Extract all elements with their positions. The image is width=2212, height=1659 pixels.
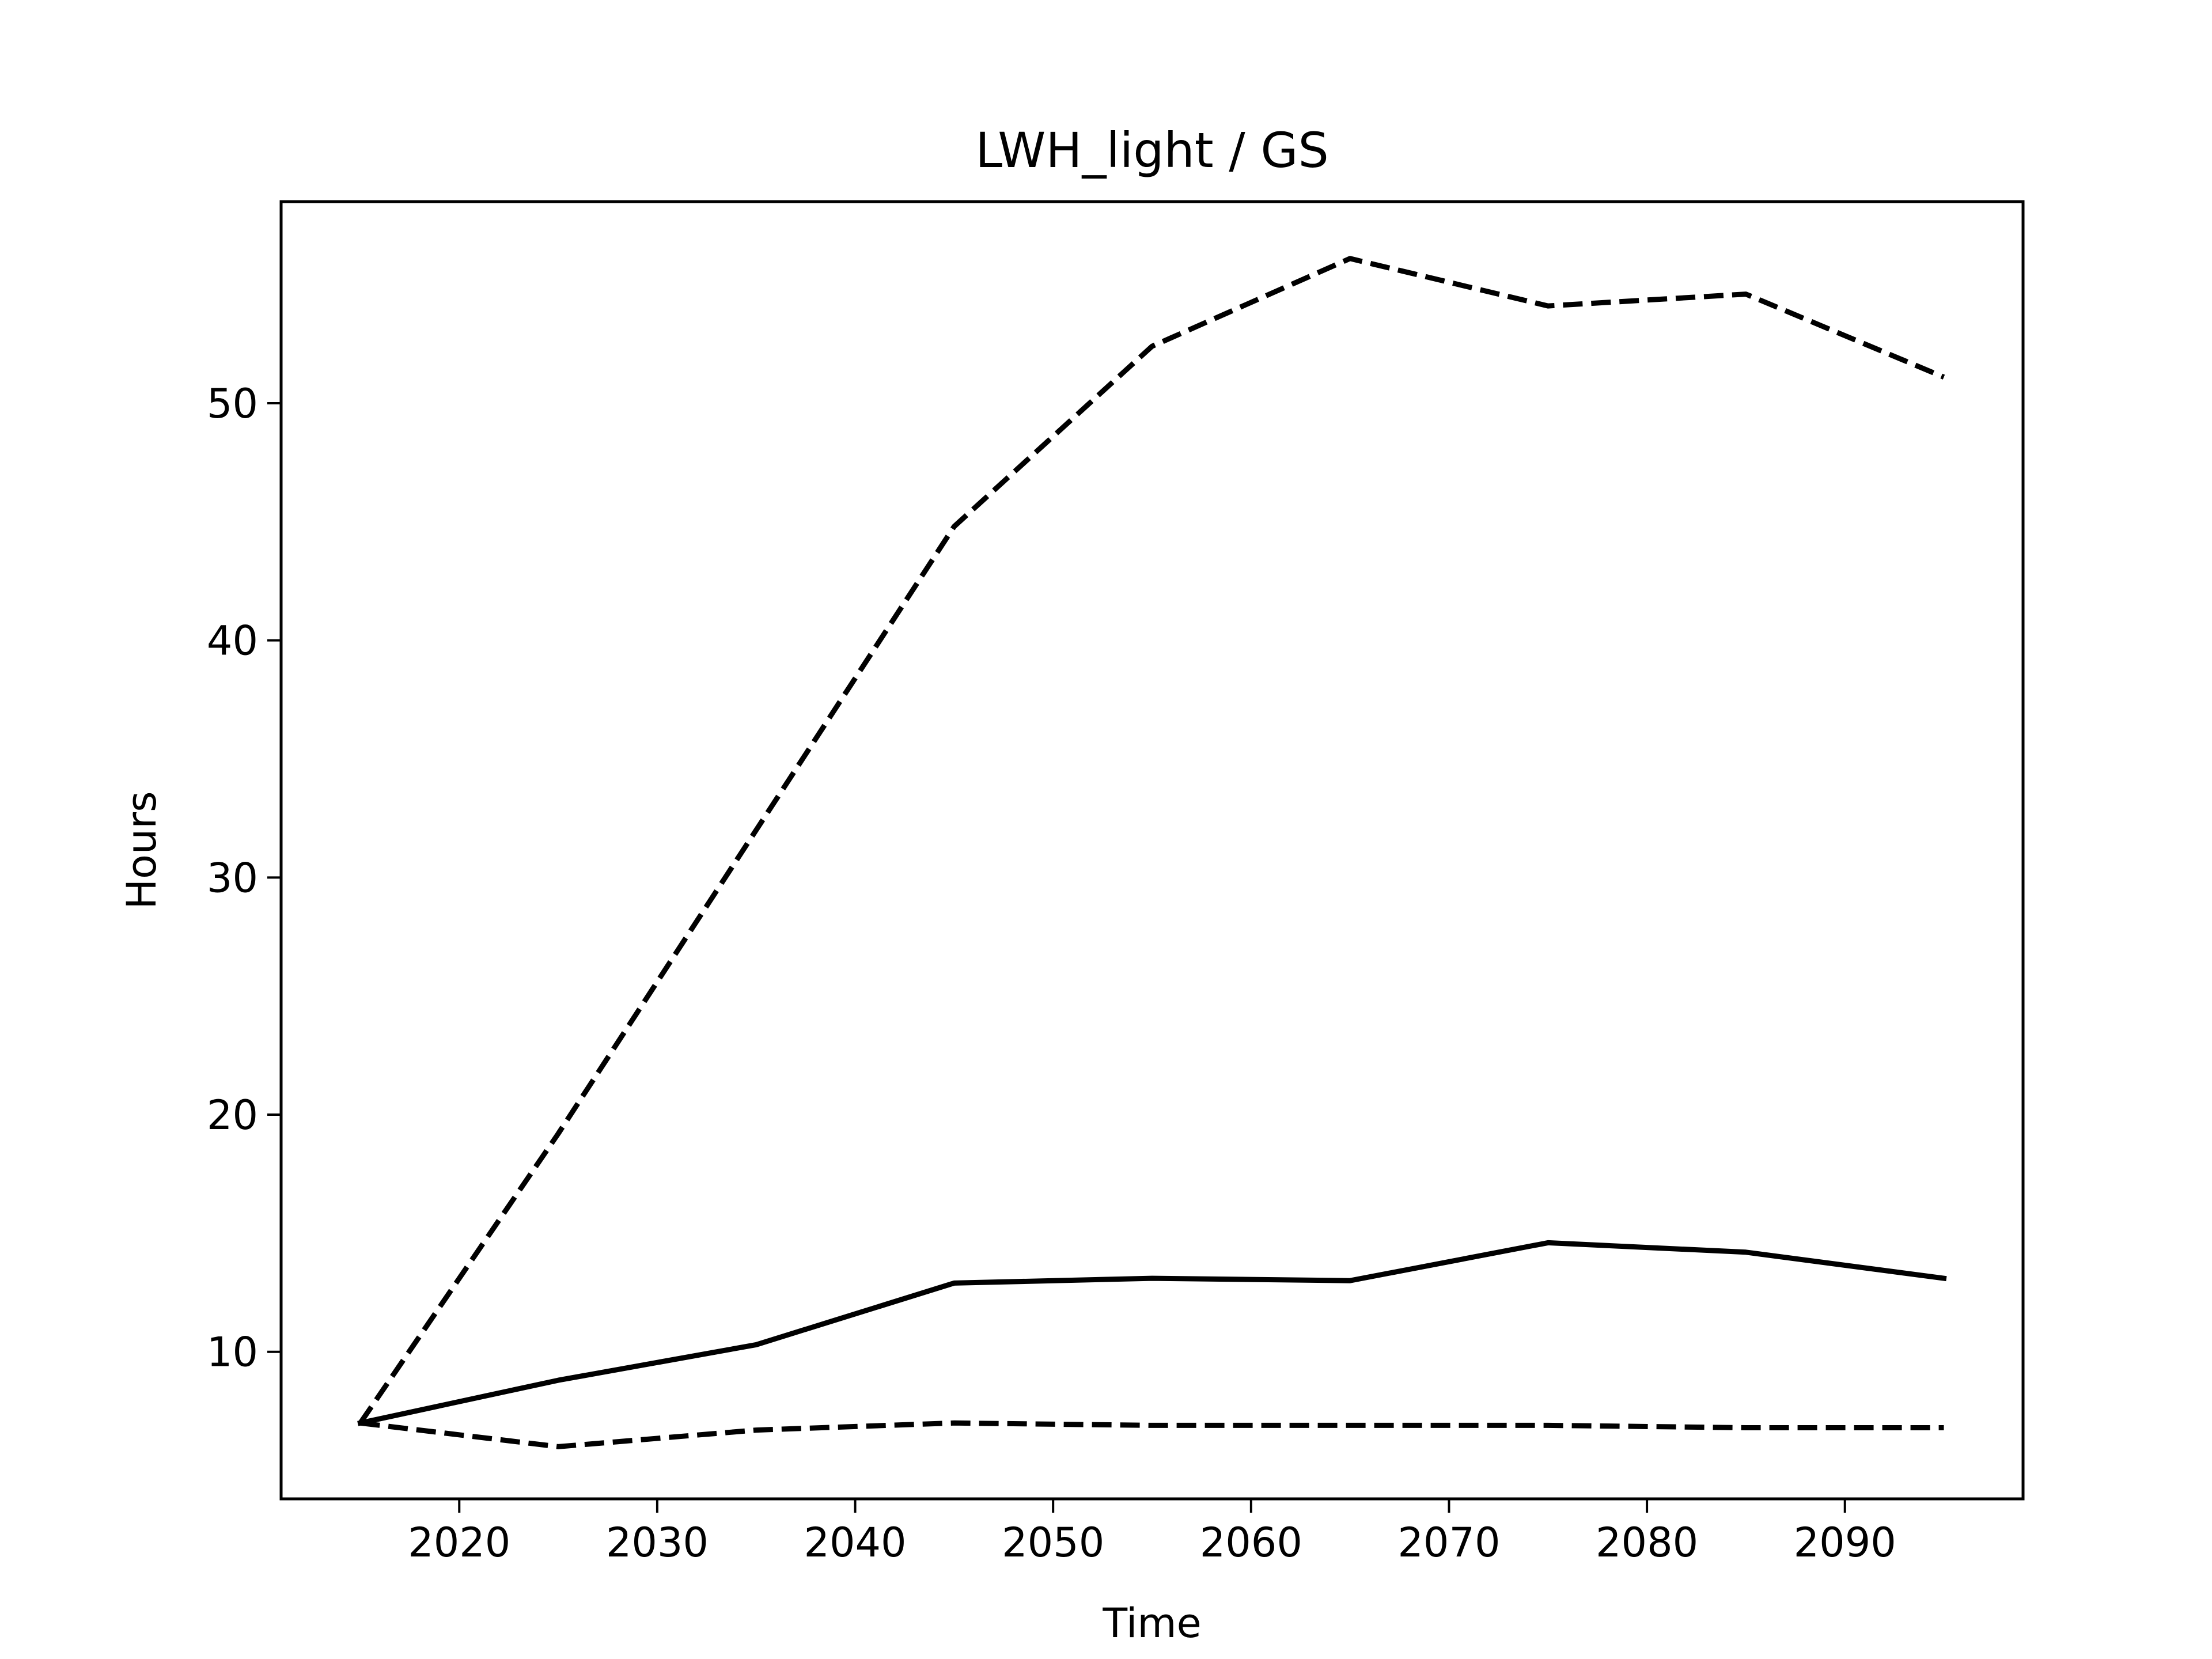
chart-title: LWH_light / GS bbox=[975, 122, 1329, 179]
x-tick-label: 2030 bbox=[606, 1519, 709, 1566]
series-line-3 bbox=[359, 1420, 1944, 1449]
x-tick-label: 2080 bbox=[1596, 1519, 1698, 1566]
y-tick-label: 10 bbox=[207, 1329, 258, 1376]
x-axis-ticks: 2020 2030 2040 2050 2060 2070 2080 2090 bbox=[408, 1499, 1896, 1566]
y-tick-label: 40 bbox=[207, 618, 258, 665]
x-tick-label: 2020 bbox=[408, 1519, 510, 1566]
x-tick-label: 2090 bbox=[1794, 1519, 1896, 1566]
series-layer bbox=[357, 256, 1947, 1449]
x-axis-label: Time bbox=[1102, 1600, 1201, 1647]
plot-frame bbox=[279, 200, 2025, 1501]
y-axis-label: Hours bbox=[118, 791, 165, 909]
x-tick-label: 2050 bbox=[1002, 1519, 1104, 1566]
y-tick-label: 50 bbox=[207, 380, 258, 427]
x-tick-label: 2070 bbox=[1397, 1519, 1500, 1566]
y-axis-ticks: 10 20 30 40 50 bbox=[207, 380, 281, 1376]
y-tick-label: 20 bbox=[207, 1092, 258, 1139]
series-line-1 bbox=[358, 256, 1945, 1425]
x-tick-label: 2060 bbox=[1200, 1519, 1302, 1566]
x-tick-label: 2040 bbox=[804, 1519, 906, 1566]
y-tick-label: 30 bbox=[207, 854, 258, 902]
series-line-2 bbox=[357, 1240, 1947, 1426]
